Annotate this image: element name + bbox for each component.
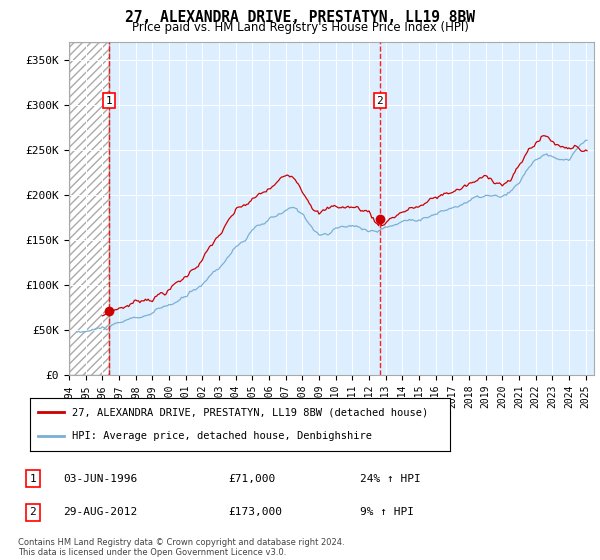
Text: 1: 1 xyxy=(106,96,113,105)
Text: 9% ↑ HPI: 9% ↑ HPI xyxy=(360,507,414,517)
Text: £173,000: £173,000 xyxy=(228,507,282,517)
Text: Price paid vs. HM Land Registry's House Price Index (HPI): Price paid vs. HM Land Registry's House … xyxy=(131,21,469,34)
Text: 24% ↑ HPI: 24% ↑ HPI xyxy=(360,474,421,484)
Text: 03-JUN-1996: 03-JUN-1996 xyxy=(63,474,137,484)
Bar xyxy=(69,42,109,375)
Text: 2: 2 xyxy=(376,96,383,105)
Text: 27, ALEXANDRA DRIVE, PRESTATYN, LL19 8BW (detached house): 27, ALEXANDRA DRIVE, PRESTATYN, LL19 8BW… xyxy=(72,408,428,418)
Text: HPI: Average price, detached house, Denbighshire: HPI: Average price, detached house, Denb… xyxy=(72,431,372,441)
Text: 1: 1 xyxy=(29,474,37,484)
Text: 2: 2 xyxy=(29,507,37,517)
Text: Contains HM Land Registry data © Crown copyright and database right 2024.
This d: Contains HM Land Registry data © Crown c… xyxy=(18,538,344,557)
Text: £71,000: £71,000 xyxy=(228,474,275,484)
Text: 27, ALEXANDRA DRIVE, PRESTATYN, LL19 8BW: 27, ALEXANDRA DRIVE, PRESTATYN, LL19 8BW xyxy=(125,10,475,25)
Text: 29-AUG-2012: 29-AUG-2012 xyxy=(63,507,137,517)
